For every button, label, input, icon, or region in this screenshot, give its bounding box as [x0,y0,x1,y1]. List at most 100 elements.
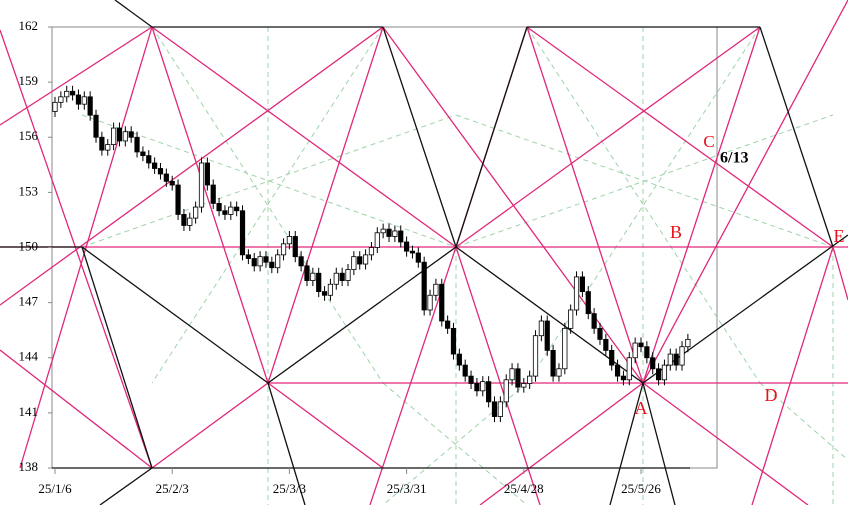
x-tick-label: 25/3/31 [387,481,427,496]
candle-body [181,214,187,226]
annotation: D [765,385,778,405]
candle-body [193,206,199,219]
candle-body [216,202,222,212]
candle-body [503,379,509,403]
candle-body [439,283,445,322]
candle-body [146,155,152,164]
candle-body [579,276,586,292]
candle-body [175,184,181,215]
candle-body [64,90,70,98]
candle-body [187,217,193,226]
annotation: B [670,222,682,242]
x-tick-label: 25/2/3 [156,481,189,496]
candle-body [609,349,615,366]
candle-body [544,320,550,351]
candle-body [644,346,650,359]
candle-body [58,96,64,103]
candle-body [357,256,363,265]
candle-body [52,101,58,112]
candle-body [75,94,82,105]
x-tick-label: 25/3/3 [273,481,306,496]
candle-body [163,173,169,182]
candle-body [134,136,140,153]
candle-body [415,252,421,263]
candle-body [298,256,304,267]
candle-body [304,265,310,281]
candle-body [456,353,462,366]
candle-body [351,256,357,270]
candle-body [521,383,527,388]
y-tick-label: 150 [19,238,39,253]
y-tick-label: 144 [19,349,39,364]
annotation: C [703,132,714,151]
candle-body [210,184,216,204]
candle-body [316,272,322,293]
candle-body [515,368,521,388]
candle-body [620,375,627,381]
candle-body [527,375,533,384]
candle-body [234,206,240,212]
candle-body [550,349,556,377]
candle-body [673,353,679,366]
candle-body [292,236,298,258]
candle-body [228,206,234,215]
candle-body [562,327,568,370]
candle-body [93,114,99,138]
annotation: A [635,398,648,418]
candle-body [591,313,597,329]
x-tick-label: 25/1/6 [38,481,72,496]
candle-body [614,364,621,377]
candle-body [450,327,457,355]
candle-body [667,353,673,366]
candle-body [87,96,93,116]
candle-body [275,254,281,269]
y-tick-label: 156 [19,128,39,143]
candle-body [568,309,574,329]
candle-body [585,291,591,315]
candle-body [245,254,251,259]
candles [52,85,691,423]
candle-body [69,90,76,96]
candle-body [445,320,451,329]
candle-body [480,381,486,392]
candle-body [403,241,410,252]
candle-body [157,168,164,175]
candle-body [468,375,474,384]
candle-body [333,272,339,285]
candle-body [597,327,603,340]
candle-body [632,342,638,359]
x-tick-label: 25/5/26 [621,481,661,496]
candle-body [386,228,392,237]
y-tick-label: 138 [19,459,39,474]
candle-body [509,368,515,381]
candle-body [105,144,111,151]
candle-body [538,320,544,337]
candle-body [251,258,257,267]
candle-body [152,162,158,169]
candle-body [239,210,246,256]
candle-body [421,261,427,311]
candle-body [380,228,386,234]
y-tick-label: 159 [19,73,39,88]
y-tick-label: 141 [19,404,39,419]
candle-body [327,283,334,296]
candle-body [661,364,668,381]
candle-body [257,256,263,267]
candle-body [280,243,287,256]
candle-body [362,254,369,265]
candle-body [679,346,685,366]
candle-body [486,381,492,403]
candle-body [427,294,433,311]
candle-body [310,272,316,281]
candle-body [532,335,539,377]
candle-body [685,338,691,348]
candle-body [169,180,175,186]
candle-body [286,236,293,245]
candle-body [122,131,128,142]
candle-body [263,256,269,263]
candle-body [655,368,662,381]
candle-body [116,127,123,142]
